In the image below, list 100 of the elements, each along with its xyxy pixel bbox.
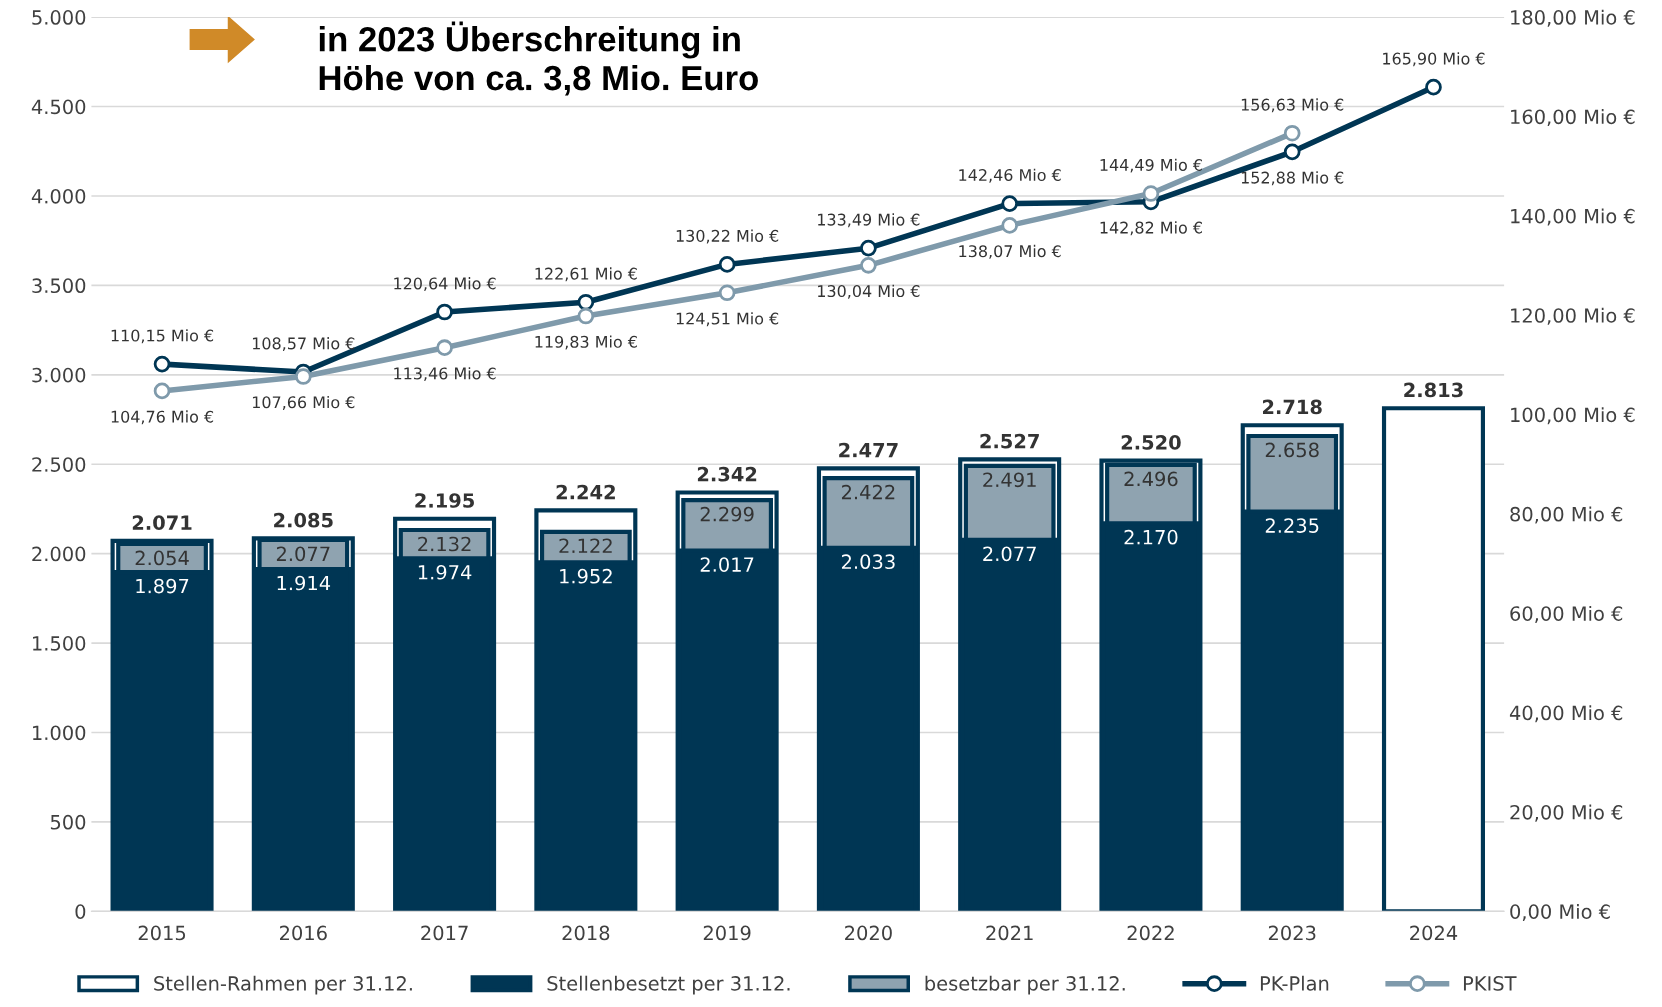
data-label: 2.658 — [1265, 442, 1319, 458]
point — [577, 307, 595, 325]
y-tick-label: 500 — [50, 814, 86, 830]
data-label: 107,66 Mio € — [252, 395, 355, 410]
point — [718, 256, 736, 273]
data-label: 2.235 — [1265, 518, 1319, 533]
data-label: 144,49 Mio € — [1100, 158, 1202, 173]
x-tick-label: 2017 — [421, 925, 468, 941]
data-label: 130,22 Mio € — [676, 229, 779, 244]
y2-tick-label: 80,00 Mio € — [1510, 506, 1623, 524]
data-label: 2.122 — [559, 538, 612, 553]
data-label: 2.527 — [980, 433, 1039, 449]
point — [1283, 143, 1301, 161]
data-label: 104,76 Mio € — [111, 410, 214, 425]
point — [1283, 124, 1301, 142]
data-label: 2.718 — [1262, 399, 1322, 415]
legend-label: PK-Plan — [1260, 975, 1329, 991]
y-tick-label: 1.000 — [33, 725, 86, 741]
data-label: 119,83 Mio € — [535, 335, 637, 350]
y2-tick-label: 160,00 Mio € — [1511, 109, 1635, 127]
y2-tick-label: 40,00 Mio € — [1509, 705, 1623, 723]
data-label: 165,90 Mio € — [1383, 52, 1485, 67]
y2-tick-label: 140,00 Mio € — [1511, 208, 1635, 226]
data-label: 142,82 Mio € — [1100, 221, 1202, 236]
point — [1425, 78, 1442, 96]
x-tick-label: 2019 — [703, 925, 751, 941]
y-tick-label: 1.500 — [33, 636, 86, 651]
x-tick-label: 2022 — [1127, 925, 1174, 941]
data-label: 2.342 — [697, 466, 757, 482]
data-label: 133,49 Mio € — [818, 213, 920, 228]
point — [153, 355, 171, 373]
y-tick-label: 4.500 — [31, 99, 86, 115]
x-tick-label: 2020 — [845, 925, 892, 941]
y-tick-label: 2.000 — [32, 546, 86, 562]
data-label: 2.033 — [841, 554, 895, 570]
data-label: 130,04 Mio € — [818, 284, 920, 299]
x-tick-label: 2024 — [1410, 925, 1458, 941]
point — [860, 256, 877, 274]
data-label: 156,63 Mio € — [1241, 98, 1344, 113]
y-tick-label: 2.500 — [32, 457, 86, 472]
data-label: 2.477 — [839, 442, 898, 458]
point — [436, 339, 453, 357]
data-label: 2.071 — [132, 515, 192, 531]
point — [153, 382, 171, 400]
data-label: 1.952 — [560, 568, 612, 584]
x-tick-label: 2018 — [562, 925, 610, 941]
annotation: in 2023 Überschreitung in Höhe von ca. 3,8 Mio. Euro — [319, 21, 758, 96]
data-label: 2.520 — [1121, 435, 1181, 450]
data-label: 138,07 Mio € — [959, 244, 1061, 259]
x-tick-label: 2021 — [986, 925, 1033, 941]
data-label: 152,88 Mio € — [1241, 171, 1344, 186]
point — [860, 239, 877, 257]
data-label: 2.085 — [274, 512, 333, 528]
data-label: 2.813 — [1404, 382, 1463, 398]
data-label: 110,15 Mio € — [111, 329, 214, 344]
data-label: 2.195 — [415, 493, 474, 508]
point — [718, 284, 736, 302]
y-tick-label: 0 — [75, 904, 86, 919]
data-label: 142,46 Mio € — [959, 168, 1061, 183]
data-label: 2.077 — [276, 546, 330, 562]
data-label: 2.077 — [983, 546, 1036, 562]
point — [1001, 195, 1018, 212]
data-label: 2.299 — [700, 506, 754, 522]
point — [1001, 217, 1018, 234]
data-label: 2.491 — [983, 472, 1036, 488]
y-tick-label: 4.000 — [31, 188, 86, 204]
y2-tick-label: 100,00 Mio € — [1511, 407, 1635, 425]
point — [294, 368, 312, 385]
y2-tick-label: 0,00 Mio € — [1510, 903, 1610, 921]
legend-label: PKIST — [1463, 976, 1517, 991]
data-label: 2.170 — [1124, 529, 1178, 545]
data-label: 2.422 — [841, 484, 895, 500]
legend-label: Stellen-Rahmen per 31.12. — [154, 975, 412, 995]
y2-tick-label: 20,00 Mio € — [1510, 804, 1623, 822]
point — [577, 293, 595, 311]
data-label: 2.132 — [418, 536, 471, 552]
y-tick-label: 3.000 — [32, 367, 86, 383]
data-label: 2.242 — [556, 484, 615, 500]
data-label: 2.496 — [1124, 471, 1178, 487]
data-label: 1.897 — [136, 578, 189, 594]
y2-tick-label: 120,00 Mio € — [1511, 307, 1635, 325]
point — [1142, 185, 1160, 202]
legend-label: Stellenbesetzt per 31.12. — [547, 975, 790, 995]
x-tick-label: 2016 — [280, 925, 327, 941]
y2-tick-label: 180,00 Mio € — [1511, 9, 1635, 27]
y-tick-label: 3.500 — [32, 278, 86, 294]
y-tick-label: 5.000 — [32, 10, 86, 25]
data-label: 2.054 — [135, 550, 189, 566]
data-label: 113,46 Mio € — [394, 367, 496, 382]
x-tick-label: 2015 — [138, 925, 186, 941]
data-label: 1.974 — [418, 564, 472, 580]
data-label: 124,51 Mio € — [676, 312, 779, 327]
point — [436, 303, 453, 321]
data-label: 108,57 Mio € — [252, 337, 355, 352]
y2-tick-label: 60,00 Mio € — [1510, 605, 1623, 623]
x-tick-label: 2023 — [1268, 925, 1316, 941]
data-label: 1.914 — [277, 575, 331, 591]
legend-label: besetzbar per 31.12. — [925, 975, 1125, 995]
data-label: 122,61 Mio € — [535, 267, 637, 282]
data-label: 2.017 — [700, 557, 754, 572]
